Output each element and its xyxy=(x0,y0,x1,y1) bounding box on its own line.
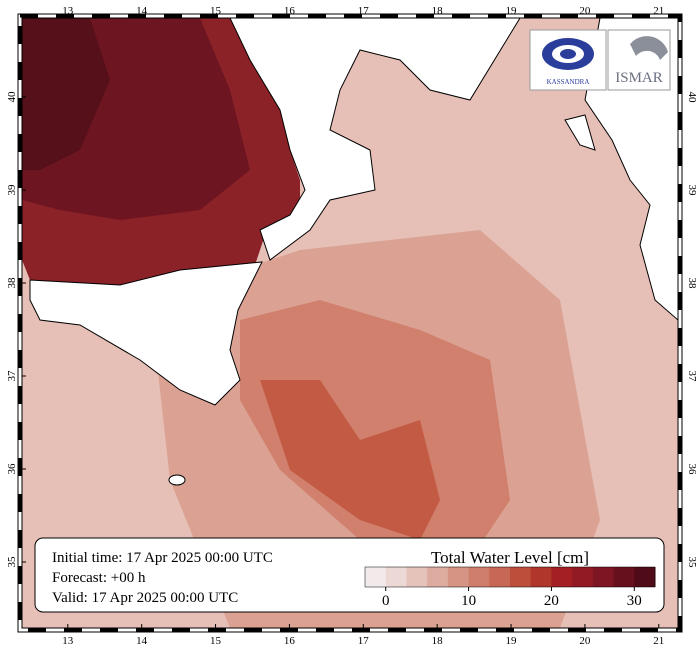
colorbar-tick-label: 10 xyxy=(461,593,476,609)
lon-label: 13 xyxy=(62,635,74,647)
logo-text: ISMAR xyxy=(615,70,663,86)
lon-label: 16 xyxy=(284,5,296,17)
lat-label: 35 xyxy=(686,556,698,568)
colorbar-swatch xyxy=(365,567,387,587)
colorbar-swatch xyxy=(468,567,490,587)
logo-left: KASSANDRA xyxy=(529,29,607,91)
colorbar-swatch xyxy=(572,567,594,587)
colorbar-title: Total Water Level [cm] xyxy=(431,548,589,567)
lat-label: 40 xyxy=(686,92,698,104)
lat-label: 39 xyxy=(6,184,18,196)
lon-label: 21 xyxy=(653,635,664,647)
lat-label: 37 xyxy=(686,371,698,383)
sea-zone xyxy=(260,380,440,540)
map-frame xyxy=(21,17,679,629)
lon-label: 16 xyxy=(284,635,296,647)
lat-label: 37 xyxy=(6,370,18,382)
lat-label: 39 xyxy=(686,185,698,197)
lat-label: 38 xyxy=(686,278,698,290)
lon-label: 13 xyxy=(62,5,74,17)
valid-time: Valid: 17 Apr 2025 00:00 UTC xyxy=(52,590,238,606)
colorbar-swatch xyxy=(510,567,532,587)
colorbar-swatch xyxy=(447,567,470,587)
border-stripe xyxy=(18,14,682,632)
sea-zone xyxy=(240,300,510,560)
lon-label: 18 xyxy=(432,5,444,17)
lat-label: 36 xyxy=(6,463,18,475)
colorbar-swatch xyxy=(551,567,573,587)
lon-label: 21 xyxy=(653,5,664,17)
colorbar-swatch xyxy=(489,567,511,587)
info-box xyxy=(34,537,665,613)
colorbar-swatch xyxy=(385,567,407,587)
lat-label: 40 xyxy=(6,91,18,103)
lon-label: 14 xyxy=(136,635,148,647)
map-area xyxy=(22,18,678,628)
colorbar-tick-label: 20 xyxy=(544,593,559,609)
border xyxy=(17,13,683,633)
colorbar-frame xyxy=(364,566,656,588)
lon-label: 15 xyxy=(210,5,222,17)
colorbar-tick-label: 0 xyxy=(382,593,390,609)
land xyxy=(29,18,678,486)
lat-label: 38 xyxy=(6,277,18,289)
lon-label: 15 xyxy=(210,635,222,647)
colorbar-swatch xyxy=(427,567,449,587)
lat-label: 36 xyxy=(686,463,698,475)
colorbar-swatch xyxy=(406,567,428,587)
colorbar-swatch xyxy=(634,567,656,587)
lon-label: 17 xyxy=(358,5,370,17)
lon-label: 14 xyxy=(136,5,148,17)
lon-label: 18 xyxy=(432,635,444,647)
colorbar-swatch xyxy=(613,567,635,587)
colorbar-swatch xyxy=(530,567,552,587)
colorbar-tick-label: 30 xyxy=(627,593,642,609)
lon-label: 19 xyxy=(506,5,518,17)
logo-right: ISMAR xyxy=(607,29,671,91)
lon-label: 19 xyxy=(506,635,518,647)
initial-time: Initial time: 17 Apr 2025 00:00 UTC xyxy=(52,550,273,566)
lon-label: 20 xyxy=(579,5,591,17)
lat-label: 35 xyxy=(6,556,18,568)
forecast: Forecast: +00 h xyxy=(52,570,146,586)
lon-label: 20 xyxy=(579,635,591,647)
colorbar-swatch xyxy=(592,567,615,587)
lon-label: 17 xyxy=(358,635,370,647)
logo-text: KASSANDRA xyxy=(547,78,590,86)
sea-zone xyxy=(22,18,110,170)
